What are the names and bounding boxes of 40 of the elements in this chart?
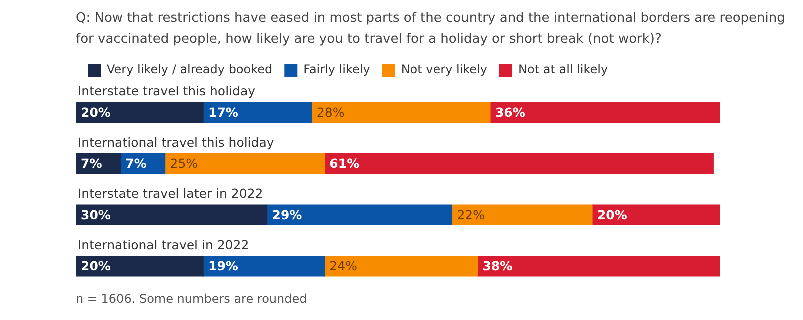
data-label: 29% xyxy=(272,207,303,222)
data-label: 61% xyxy=(330,156,360,172)
bar xyxy=(452,204,593,226)
bar xyxy=(592,204,720,226)
legend-label: Very likely / already booked xyxy=(107,62,273,77)
y-tick-label: Interstate travel later in 2022 xyxy=(78,186,264,202)
bar xyxy=(266,204,453,226)
bar xyxy=(203,102,312,123)
data-label: 28% xyxy=(316,104,345,120)
data-label: 25% xyxy=(170,156,198,172)
legend-label: Fairly likely xyxy=(304,62,370,77)
data-label: 24% xyxy=(330,258,358,274)
legend-label: Not at all likely xyxy=(518,62,608,77)
data-label: 7% xyxy=(81,156,103,172)
bar xyxy=(76,204,268,226)
bar xyxy=(477,256,720,277)
bar xyxy=(324,154,714,174)
bar xyxy=(164,154,326,174)
bar xyxy=(76,102,204,123)
data-label: 20% xyxy=(81,258,112,274)
y-tick-label: International travel in 2022 xyxy=(78,237,250,252)
data-label: 38% xyxy=(482,258,514,274)
data-label: 17% xyxy=(208,104,239,120)
bar xyxy=(490,102,720,123)
data-label: 30% xyxy=(81,207,112,222)
chart-title: Q: Now that restrictions have eased in most parts of the country and the international borders are reopening for vaccinated people, how likely are you to travel for a holiday or short break (not work)? xyxy=(76,10,786,49)
text: n = 1606. Some numbers are rounded xyxy=(76,292,308,306)
bar xyxy=(76,256,204,277)
bar xyxy=(312,102,491,123)
bar xyxy=(203,256,326,277)
data-label: 20% xyxy=(81,104,112,120)
data-label: 20% xyxy=(597,207,628,222)
data-label: 36% xyxy=(495,104,526,120)
y-tick-label: Interstate travel this holiday xyxy=(78,84,256,99)
y-tick-label: International travel this holiday xyxy=(78,134,275,150)
data-label: 7% xyxy=(126,156,148,172)
legend-label: Not very likely xyxy=(401,62,488,77)
data-label: 19% xyxy=(208,258,239,274)
bar xyxy=(324,256,478,277)
data-label: 22% xyxy=(457,207,486,222)
